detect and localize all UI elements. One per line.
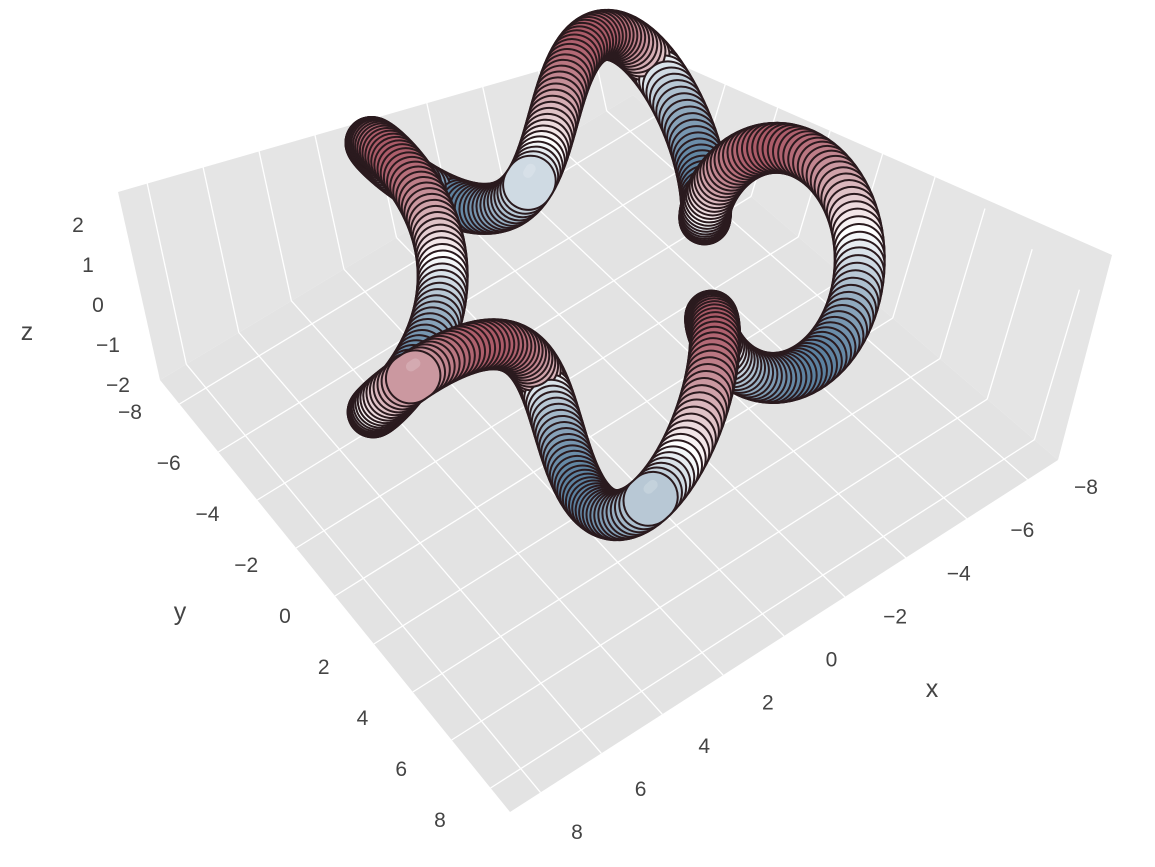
- surface-highlight: [405, 358, 421, 372]
- x-tick-label: −4: [947, 562, 971, 585]
- grid-line-wall: [986, 248, 1033, 400]
- grid-line-wall: [198, 147, 240, 333]
- y-tick-label: 0: [279, 605, 291, 628]
- x-axis: −8 −6 −4 −2 0 2 4 6 8 x: [571, 476, 1098, 844]
- grid-line-x: [185, 363, 541, 793]
- y-tick-label: 2: [318, 656, 330, 679]
- z-tick-label: 1: [82, 254, 94, 277]
- grid-line-wall: [250, 115, 293, 301]
- surface-segment: [386, 351, 440, 403]
- grid-line-y: [451, 398, 988, 741]
- y-tick-label: −4: [196, 503, 220, 526]
- grid-line-wall: [939, 208, 986, 359]
- surface-mesh[interactable]: [344, 8, 886, 542]
- z-tick-label: 2: [72, 214, 84, 237]
- grid-line-wall: [463, 0, 503, 175]
- x-tick-label: 0: [826, 649, 838, 672]
- y-tick-label: −8: [118, 401, 142, 424]
- grid-line-wall: [303, 84, 345, 270]
- grid-line-y: [490, 439, 1035, 789]
- scene-wall-back-left: [118, 44, 633, 380]
- grid-line-wall: [145, 179, 187, 365]
- x-tick-label: 2: [762, 692, 774, 715]
- y-tick-label: −2: [234, 554, 258, 577]
- x-tick-label: 6: [635, 778, 647, 801]
- y-tick-label: −6: [157, 452, 181, 475]
- z-axis: −2 −1 0 1 2 z: [21, 214, 130, 397]
- x-tick-label: −6: [1010, 519, 1034, 542]
- y-tick-label: 6: [395, 758, 407, 781]
- y-axis: −8 −6 −4 −2 0 2 4 6 8 y: [118, 401, 446, 832]
- x-tick-label: 4: [698, 735, 710, 758]
- y-axis-title: y: [174, 598, 187, 626]
- z-axis-title: z: [21, 318, 34, 346]
- z-tick-label: 0: [92, 294, 104, 317]
- z-tick-label: −1: [96, 334, 120, 357]
- x-tick-label: 8: [571, 821, 583, 844]
- x-axis-title: x: [926, 675, 939, 703]
- y-tick-label: 4: [357, 707, 369, 730]
- surface-highlight: [643, 479, 658, 494]
- surface-segment: [624, 472, 677, 525]
- grid-line-wall: [1033, 289, 1081, 440]
- grid-line-wall: [892, 167, 939, 319]
- y-tick-label: 8: [434, 809, 446, 832]
- x-tick-label: −2: [883, 605, 907, 628]
- surface-segment: [504, 156, 555, 209]
- x-tick-label: −8: [1074, 476, 1098, 499]
- surface-highlight: [523, 163, 536, 178]
- z-tick-label: −2: [106, 374, 130, 397]
